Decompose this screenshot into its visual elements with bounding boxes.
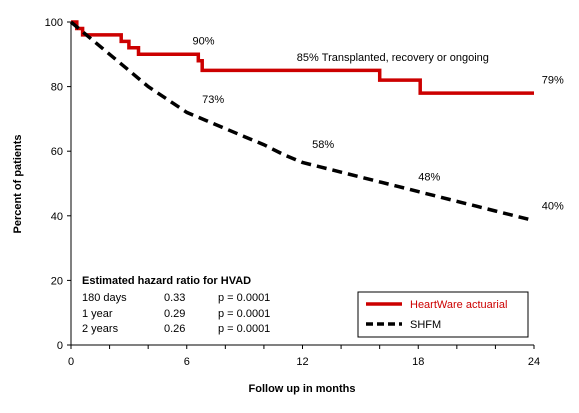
hazard-ratio-table: Estimated hazard ratio for HVAD 180 days… [82, 275, 270, 335]
hazard-row-period: 180 days [82, 292, 127, 304]
annotation-layer: 90% 85% Transplanted, recovery or ongoing 7… [193, 36, 564, 213]
series-line-heartware [71, 20, 534, 95]
annotation-label: 40% [542, 200, 564, 212]
x-tick-label: 6 [184, 356, 190, 368]
y-tick-label: 60 [51, 146, 63, 158]
annotation-label: 79% [542, 74, 564, 86]
x-tick-label: 18 [412, 356, 424, 368]
legend-label-shfm: SHFM [410, 319, 441, 331]
legend: HeartWare actuarial SHFM [357, 291, 529, 338]
y-tick-label: 80 [51, 82, 63, 94]
annotation-label: 90% [193, 36, 215, 48]
y-tick-label: 20 [51, 275, 63, 287]
x-tick-label: 24 [528, 356, 540, 368]
hazard-row-p: p = 0.0001 [218, 292, 270, 304]
legend-box [357, 291, 529, 338]
hazard-row-ratio: 0.33 [164, 292, 185, 304]
legend-label-heartware: HeartWare actuarial [410, 299, 507, 311]
hazard-row-period: 1 year [82, 308, 113, 320]
hazard-row-period: 2 years [82, 323, 119, 335]
axes: 0 20 40 60 80 100 0 6 12 18 24 [45, 17, 540, 368]
annotation-label: 73% [202, 94, 224, 106]
annotation-label: 48% [418, 171, 440, 183]
y-tick-label: 40 [51, 211, 63, 223]
x-tick-label: 0 [68, 356, 74, 368]
x-tick-label: 12 [296, 356, 308, 368]
hazard-row-ratio: 0.29 [164, 308, 185, 320]
hazard-row-ratio: 0.26 [164, 323, 185, 335]
series-layer [69, 20, 535, 223]
x-axis-title: Follow up in months [249, 383, 356, 395]
series-line-shfm [69, 20, 535, 223]
hazard-ratio-title: Estimated hazard ratio for HVAD [82, 275, 251, 287]
annotation-label: Transplanted, recovery or ongoing [322, 52, 489, 64]
hazard-row-p: p = 0.0001 [218, 308, 270, 320]
y-tick-label: 100 [45, 17, 63, 29]
annotation-label: 58% [312, 139, 334, 151]
y-axis-title: Percent of patients [12, 134, 24, 233]
annotation-label: 85% [297, 52, 319, 64]
hazard-row-p: p = 0.0001 [218, 323, 270, 335]
y-tick-label: 0 [57, 340, 63, 352]
